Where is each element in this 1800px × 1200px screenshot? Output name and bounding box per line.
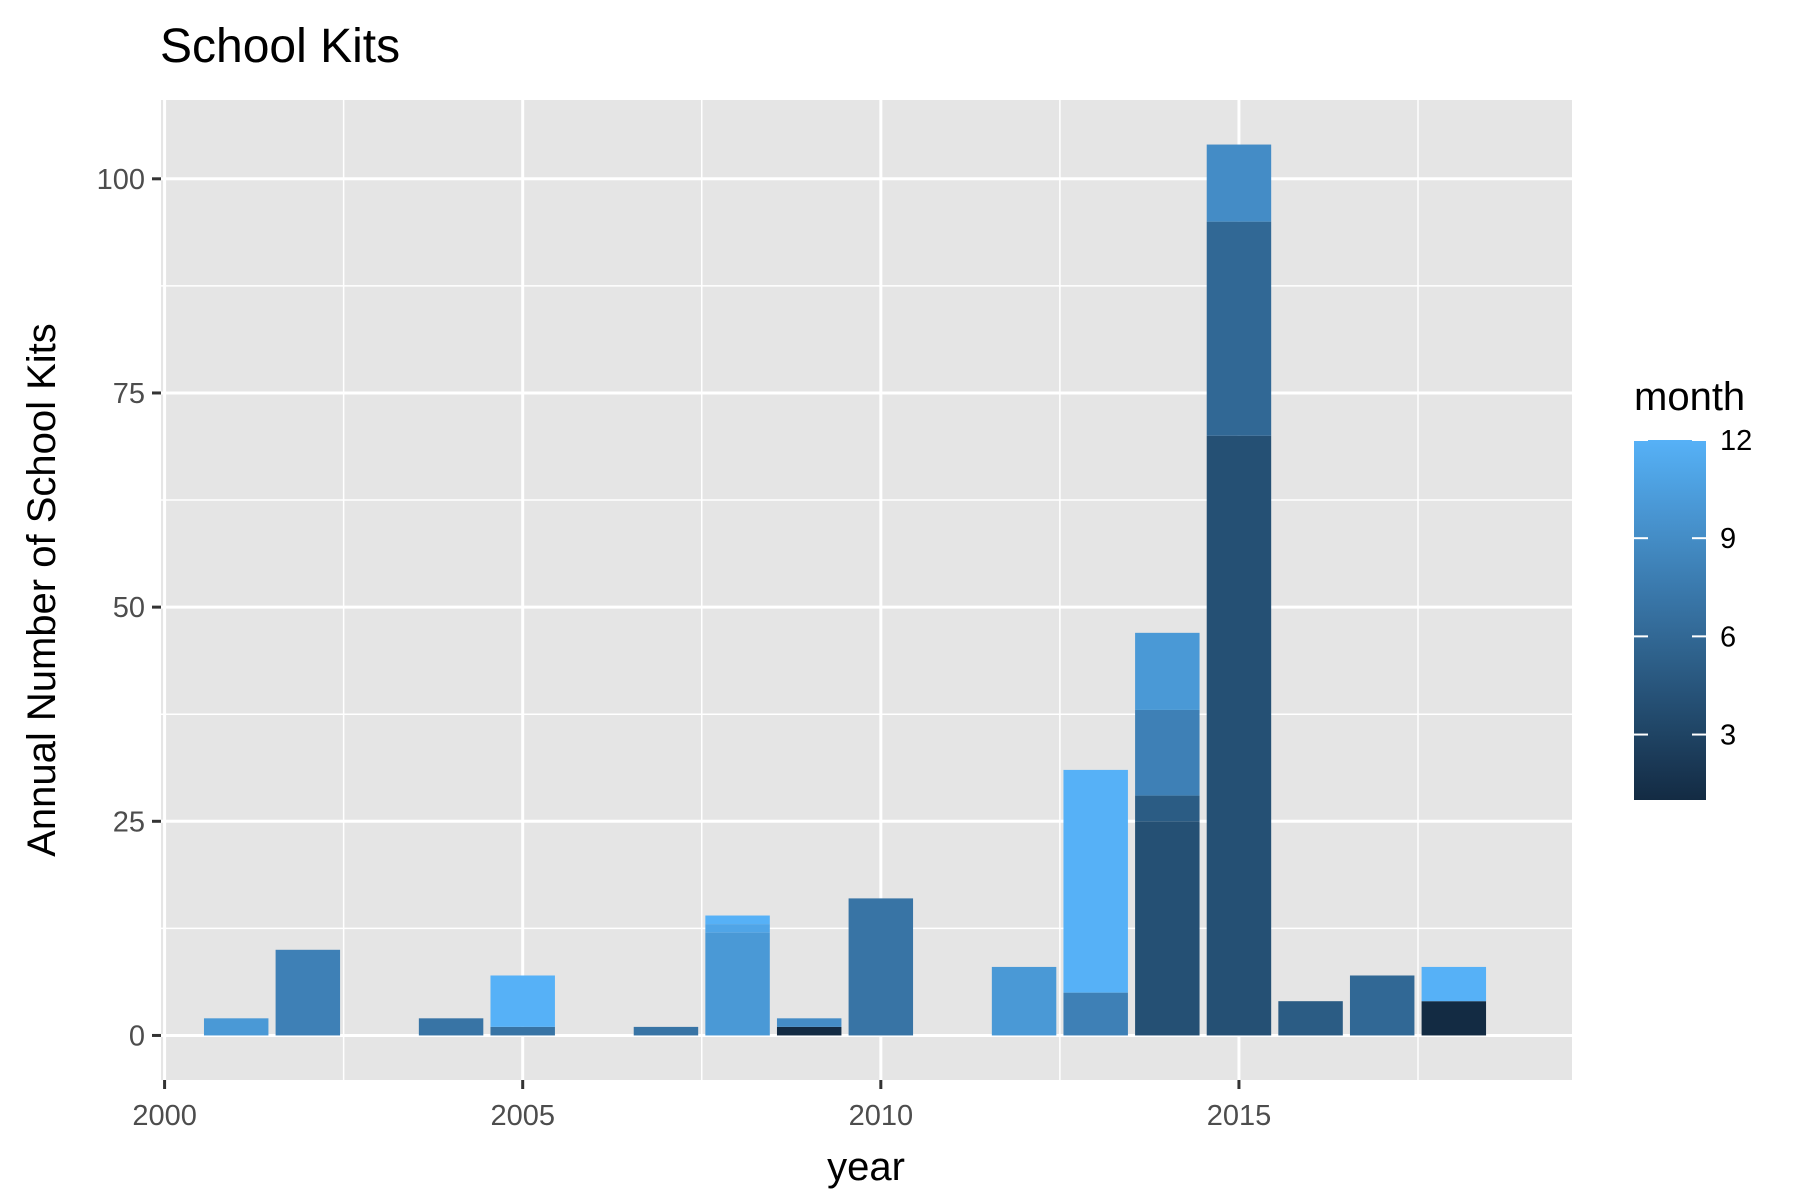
bar-2001-segment-0 [203,1018,269,1036]
bar-2014-segment-2 [1135,709,1200,796]
y-tick-label-3: 75 [113,378,145,410]
y-tick-label-1: 25 [113,806,145,838]
bar-2008-segment-0 [705,932,770,1036]
bar-2013-segment-0 [1063,992,1128,1036]
y-axis: 0 25 50 75 100 [97,164,161,1052]
y-tick-label-2: 50 [113,592,145,624]
bar-2010-segment-0 [848,898,914,1036]
bar-2007-segment-0 [633,1026,699,1036]
x-axis: 2000 2005 2010 2015 [132,1080,1271,1132]
bar-2013-segment-1 [1063,769,1128,993]
bar-2009-segment-0 [776,1026,842,1036]
bar-2004-segment-0 [418,1018,484,1036]
bar-2008-segment-2 [705,915,770,925]
bar-2015-segment-2 [1206,144,1272,222]
x-axis-title: year [827,1145,905,1189]
legend-title: month [1634,375,1745,419]
bar-2012-segment-0 [991,966,1057,1036]
x-tick-label-1: 2005 [490,1100,555,1132]
legend-tick-label-0: 3 [1720,720,1736,752]
legend-tick-label-3: 12 [1720,425,1752,457]
bar-2018-segment-0 [1421,1001,1487,1036]
bar-2018-segment-1 [1421,966,1487,1002]
bar-2016-segment-0 [1278,1001,1343,1036]
x-tick-label-2: 2010 [849,1100,914,1132]
bar-2015-segment-1 [1206,221,1272,436]
bar-2005-segment-1 [490,975,555,1027]
bar-2014-segment-0 [1135,821,1200,1036]
legend-colorbar [1634,440,1706,800]
legend-ticks: 3 6 9 12 [1634,425,1752,752]
bar-2005-segment-0 [490,1026,555,1036]
y-axis-title: Annual Number of School Kits [20,323,64,857]
x-tick-label-0: 2000 [132,1100,197,1132]
legend-tick-label-1: 6 [1720,621,1736,653]
bar-2009-segment-1 [776,1018,842,1027]
legend: month 3 6 9 12 [1634,375,1752,800]
grid-minor [161,100,1572,1080]
chart-title: School Kits [160,20,400,73]
bar-2008-segment-1 [705,924,770,933]
bars [203,144,1487,1036]
x-tick-label-3: 2015 [1207,1100,1272,1132]
bar-2014-segment-1 [1135,795,1200,822]
y-tick-label-0: 0 [129,1020,145,1052]
legend-tick-label-2: 9 [1720,523,1736,555]
y-tick-label-4: 100 [97,164,145,196]
bar-2002-segment-0 [275,949,341,1036]
bar-2014-segment-3 [1135,632,1200,710]
bar-2017-segment-0 [1349,975,1415,1036]
bar-2015-segment-0 [1206,435,1272,1036]
